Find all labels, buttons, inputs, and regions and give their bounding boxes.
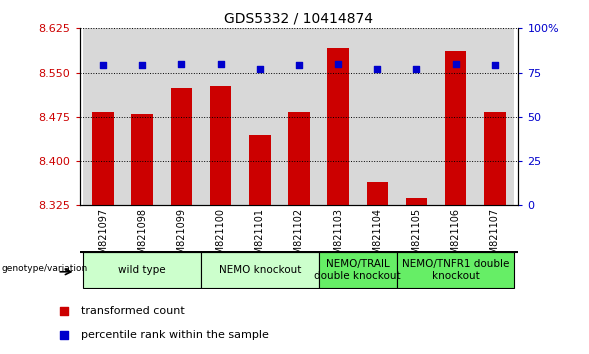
Point <box>255 66 264 72</box>
Point <box>59 308 69 314</box>
Text: genotype/variation: genotype/variation <box>2 264 88 273</box>
Bar <box>319 28 358 205</box>
Bar <box>201 252 319 288</box>
Text: NEMO/TRAIL
double knockout: NEMO/TRAIL double knockout <box>315 259 401 281</box>
Text: NEMO knockout: NEMO knockout <box>219 265 301 275</box>
Bar <box>406 198 427 205</box>
Point <box>177 61 186 67</box>
Bar <box>445 51 466 205</box>
Bar <box>201 28 240 205</box>
Point <box>294 63 304 68</box>
Bar <box>327 48 349 205</box>
Bar <box>484 112 505 205</box>
Point <box>373 66 382 72</box>
Bar <box>210 86 231 205</box>
Text: percentile rank within the sample: percentile rank within the sample <box>81 330 269 339</box>
Bar <box>171 88 192 205</box>
Point <box>98 63 108 68</box>
Bar <box>249 135 270 205</box>
Bar <box>436 28 475 205</box>
Bar <box>397 252 514 288</box>
Point <box>216 61 225 67</box>
Bar <box>288 112 310 205</box>
Bar <box>279 28 319 205</box>
Point <box>137 63 147 68</box>
Bar <box>84 28 123 205</box>
Text: transformed count: transformed count <box>81 306 184 316</box>
Point <box>333 61 343 67</box>
Bar <box>319 252 397 288</box>
Title: GDS5332 / 10414874: GDS5332 / 10414874 <box>224 12 373 26</box>
Point <box>451 61 461 67</box>
Bar <box>131 114 153 205</box>
Point <box>59 332 69 337</box>
Bar <box>397 28 436 205</box>
Bar <box>123 28 162 205</box>
Bar <box>475 28 514 205</box>
Bar <box>240 28 279 205</box>
Point <box>412 66 421 72</box>
Bar <box>92 112 114 205</box>
Bar <box>358 28 397 205</box>
Point <box>490 63 499 68</box>
Text: wild type: wild type <box>118 265 166 275</box>
Bar <box>366 182 388 205</box>
Bar <box>162 28 201 205</box>
Bar <box>84 252 201 288</box>
Text: NEMO/TNFR1 double
knockout: NEMO/TNFR1 double knockout <box>402 259 509 281</box>
